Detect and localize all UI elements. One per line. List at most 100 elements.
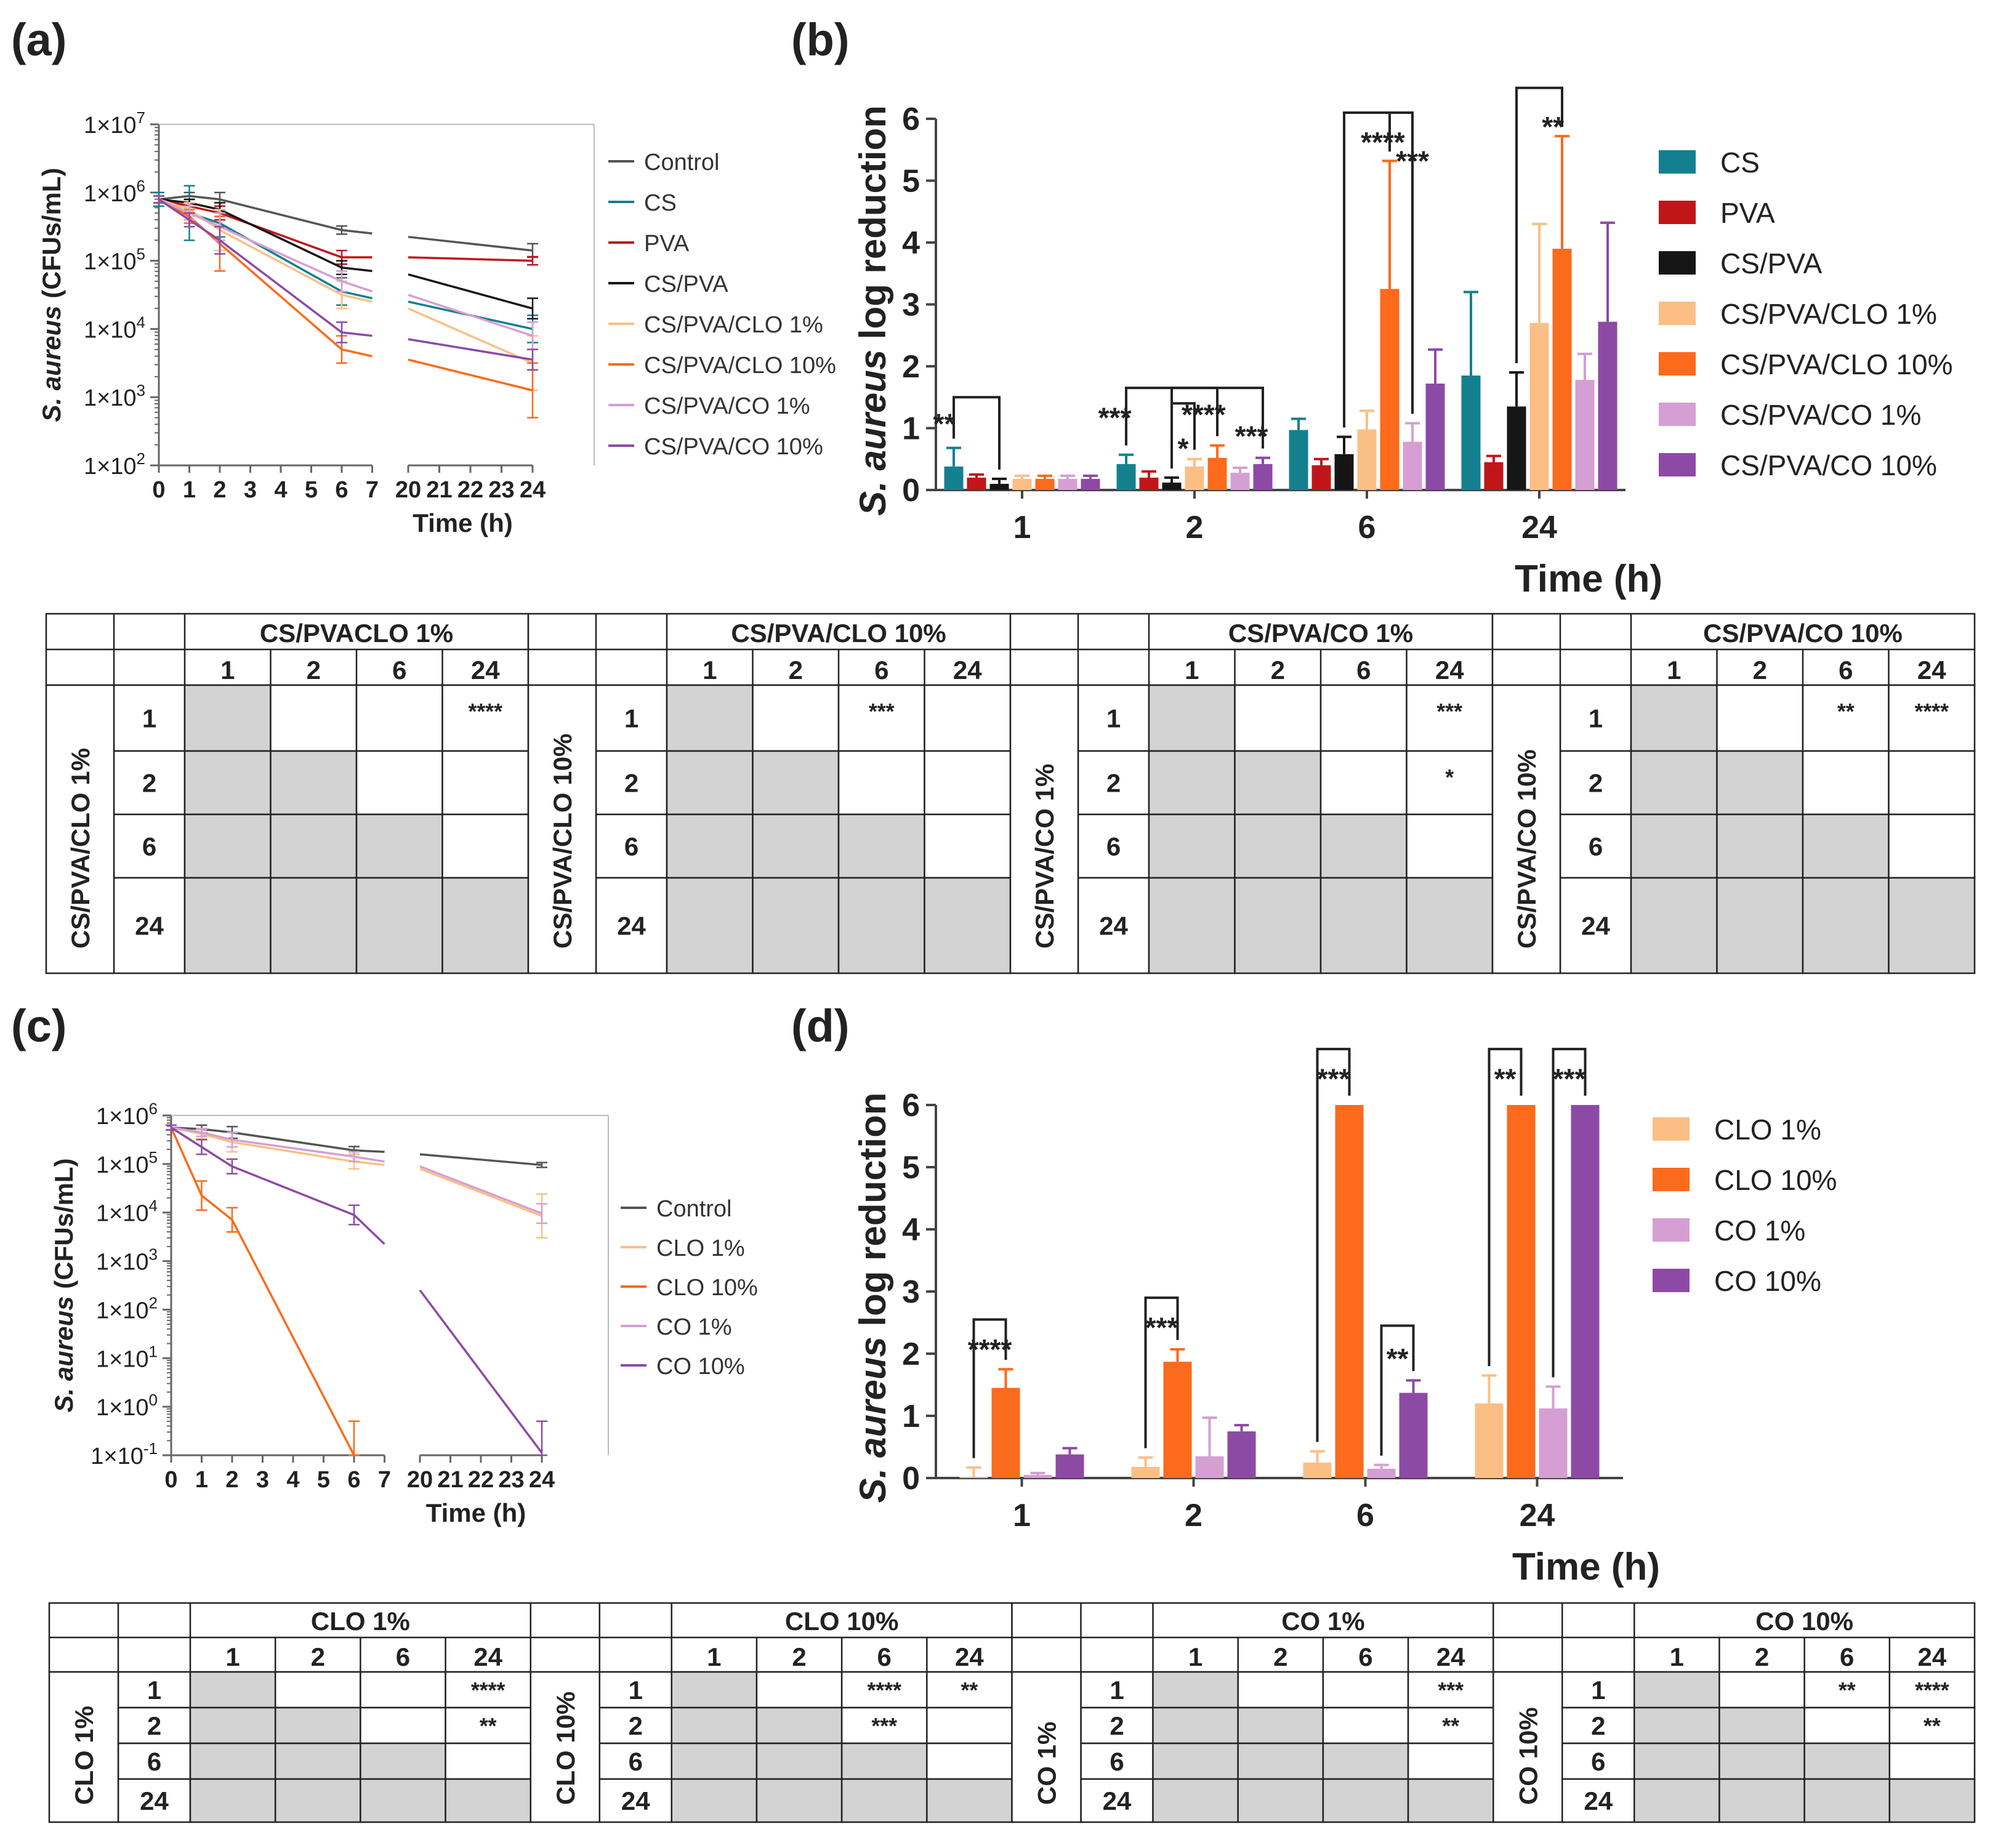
significance-stars: ****	[968, 1333, 1012, 1365]
legend-label-cs-pva-clo-10: CS/PVA/CLO 10%	[1720, 348, 1953, 380]
table-cell-stars: ***	[1438, 1678, 1464, 1703]
table-col-header: 2	[1755, 1642, 1769, 1671]
table-cell-gray	[1148, 813, 1236, 879]
table-cell	[1888, 684, 1976, 752]
legend-swatch-pva	[1659, 201, 1696, 224]
x-axis-label: Time (h)	[1515, 558, 1662, 600]
table-block-title: CLO 1%	[311, 1607, 410, 1636]
legend-swatch-cs-pva-clo-1	[1659, 302, 1696, 325]
significance-stars: ***	[1145, 1312, 1178, 1344]
table-side-cell	[48, 1671, 119, 1823]
table-cell	[1803, 1671, 1891, 1709]
table-row-header: 24	[140, 1786, 169, 1815]
x-tick-label: 24	[529, 1467, 555, 1493]
table-col-header: 6	[1358, 1642, 1372, 1671]
y-tick-label: 1×106	[84, 177, 145, 207]
bar-cs-pva-clo-10	[1380, 289, 1400, 490]
y-tick-label: 1×102	[84, 449, 145, 480]
table-cell-stars: **	[1839, 1678, 1856, 1703]
x-tick-label: 4	[274, 477, 287, 503]
table-cell-gray	[1237, 1706, 1324, 1745]
table-cell	[441, 750, 530, 816]
table-cell-gray	[1237, 1742, 1324, 1780]
table-cell-gray	[1152, 1706, 1239, 1745]
table-cell-gray	[355, 877, 443, 974]
table-cell-gray	[441, 877, 530, 974]
legend-label-clo-1: CLO 1%	[1714, 1114, 1821, 1146]
table-cell	[924, 750, 1012, 816]
x-tick-label: 6	[335, 477, 348, 503]
table-row-header-cell	[117, 1778, 191, 1823]
legend-label-control: Control	[644, 150, 720, 175]
table-cell-gray	[1630, 750, 1718, 816]
table-cell	[355, 684, 443, 752]
legend-swatch-cs	[1659, 150, 1696, 174]
bar-cs-pva-co-10	[1425, 384, 1445, 490]
table-row-header: 1	[624, 704, 638, 733]
bar-pva	[1139, 477, 1159, 490]
bar-clo-10	[991, 1388, 1020, 1478]
series-line-pva	[408, 256, 533, 262]
table-cell-gray	[183, 684, 272, 752]
bar-clo-10	[1335, 1105, 1364, 1478]
table-cell-stars: **	[961, 1678, 978, 1703]
significance-bracket	[1343, 111, 1414, 428]
table-side-cell	[1491, 684, 1561, 974]
legend-label-cs-pva-clo-1: CS/PVA/CLO 1%	[1720, 298, 1937, 330]
x-tick-label: 5	[305, 477, 318, 503]
table-row-header: 6	[142, 832, 156, 861]
table-cell	[360, 1706, 446, 1745]
significance-stars: ****	[1361, 126, 1405, 158]
table-cell-gray	[1148, 877, 1236, 974]
table-cell-gray	[1407, 1778, 1494, 1823]
legend-swatch-clo-1	[1653, 1117, 1690, 1141]
y-tick-label: 4	[902, 1212, 920, 1248]
table-cell	[926, 1742, 1013, 1780]
y-tick-label: 0	[902, 1461, 920, 1496]
table-cell-gray	[666, 877, 754, 974]
table-cell-gray	[1319, 813, 1408, 879]
y-tick-label: 1×105	[96, 1148, 158, 1178]
table-row-header: 2	[1589, 769, 1603, 798]
table-row-header-cell	[117, 1706, 191, 1745]
table-cell	[1407, 1742, 1494, 1780]
table-cell-gray	[752, 813, 840, 879]
significance-stars: ****	[1182, 398, 1226, 430]
table-cell-gray	[1148, 684, 1236, 752]
table-row-header: 6	[1106, 832, 1121, 861]
significance-stars: **	[1494, 1063, 1517, 1095]
table-row-header: 1	[1110, 1676, 1124, 1705]
table-cell	[445, 1742, 531, 1780]
table-cell-stars: ****	[1914, 699, 1949, 724]
table-cell-gray	[1322, 1778, 1409, 1823]
table-row-header: 6	[1110, 1747, 1124, 1776]
table-cell-stars: ***	[871, 1714, 897, 1738]
table-cell	[924, 813, 1012, 879]
table-row-header-cell	[1561, 1671, 1635, 1709]
y-tick-label: 0	[902, 473, 920, 508]
bar-clo-10	[1163, 1362, 1192, 1478]
table-row-header: 1	[1591, 1676, 1605, 1705]
legend-label-pva: PVA	[1720, 197, 1775, 229]
table-col-header: 1	[1670, 1642, 1684, 1671]
table-cell-gray	[1716, 877, 1804, 974]
significance-bracket	[1144, 1296, 1179, 1448]
series-line-cs-pva-co-1	[408, 294, 533, 337]
table-cell	[360, 1671, 446, 1709]
bar-pva	[1484, 462, 1504, 490]
line-chart-c: 1×10-1 1×100 1×101 1×102 1×103 1×104 1×105 1×10…	[49, 1099, 758, 1527]
bar-cs-pva-co-1	[1058, 478, 1078, 490]
table-row-header: 24	[621, 1786, 650, 1815]
table-row-header: 24	[1584, 1786, 1613, 1815]
significance-stars: **	[1387, 1343, 1409, 1375]
bar-cs-pva-clo-1	[1012, 478, 1032, 490]
table-row-header-cell	[1559, 813, 1632, 879]
table-cell	[1718, 1671, 1805, 1709]
table-row-header: 2	[1106, 769, 1121, 798]
table-cell-gray	[183, 877, 272, 974]
table-side-cell	[1011, 1671, 1082, 1823]
table-cell-gray	[1633, 1742, 1720, 1780]
bar-cs	[1461, 376, 1481, 490]
table-cell-gray	[755, 1778, 843, 1823]
